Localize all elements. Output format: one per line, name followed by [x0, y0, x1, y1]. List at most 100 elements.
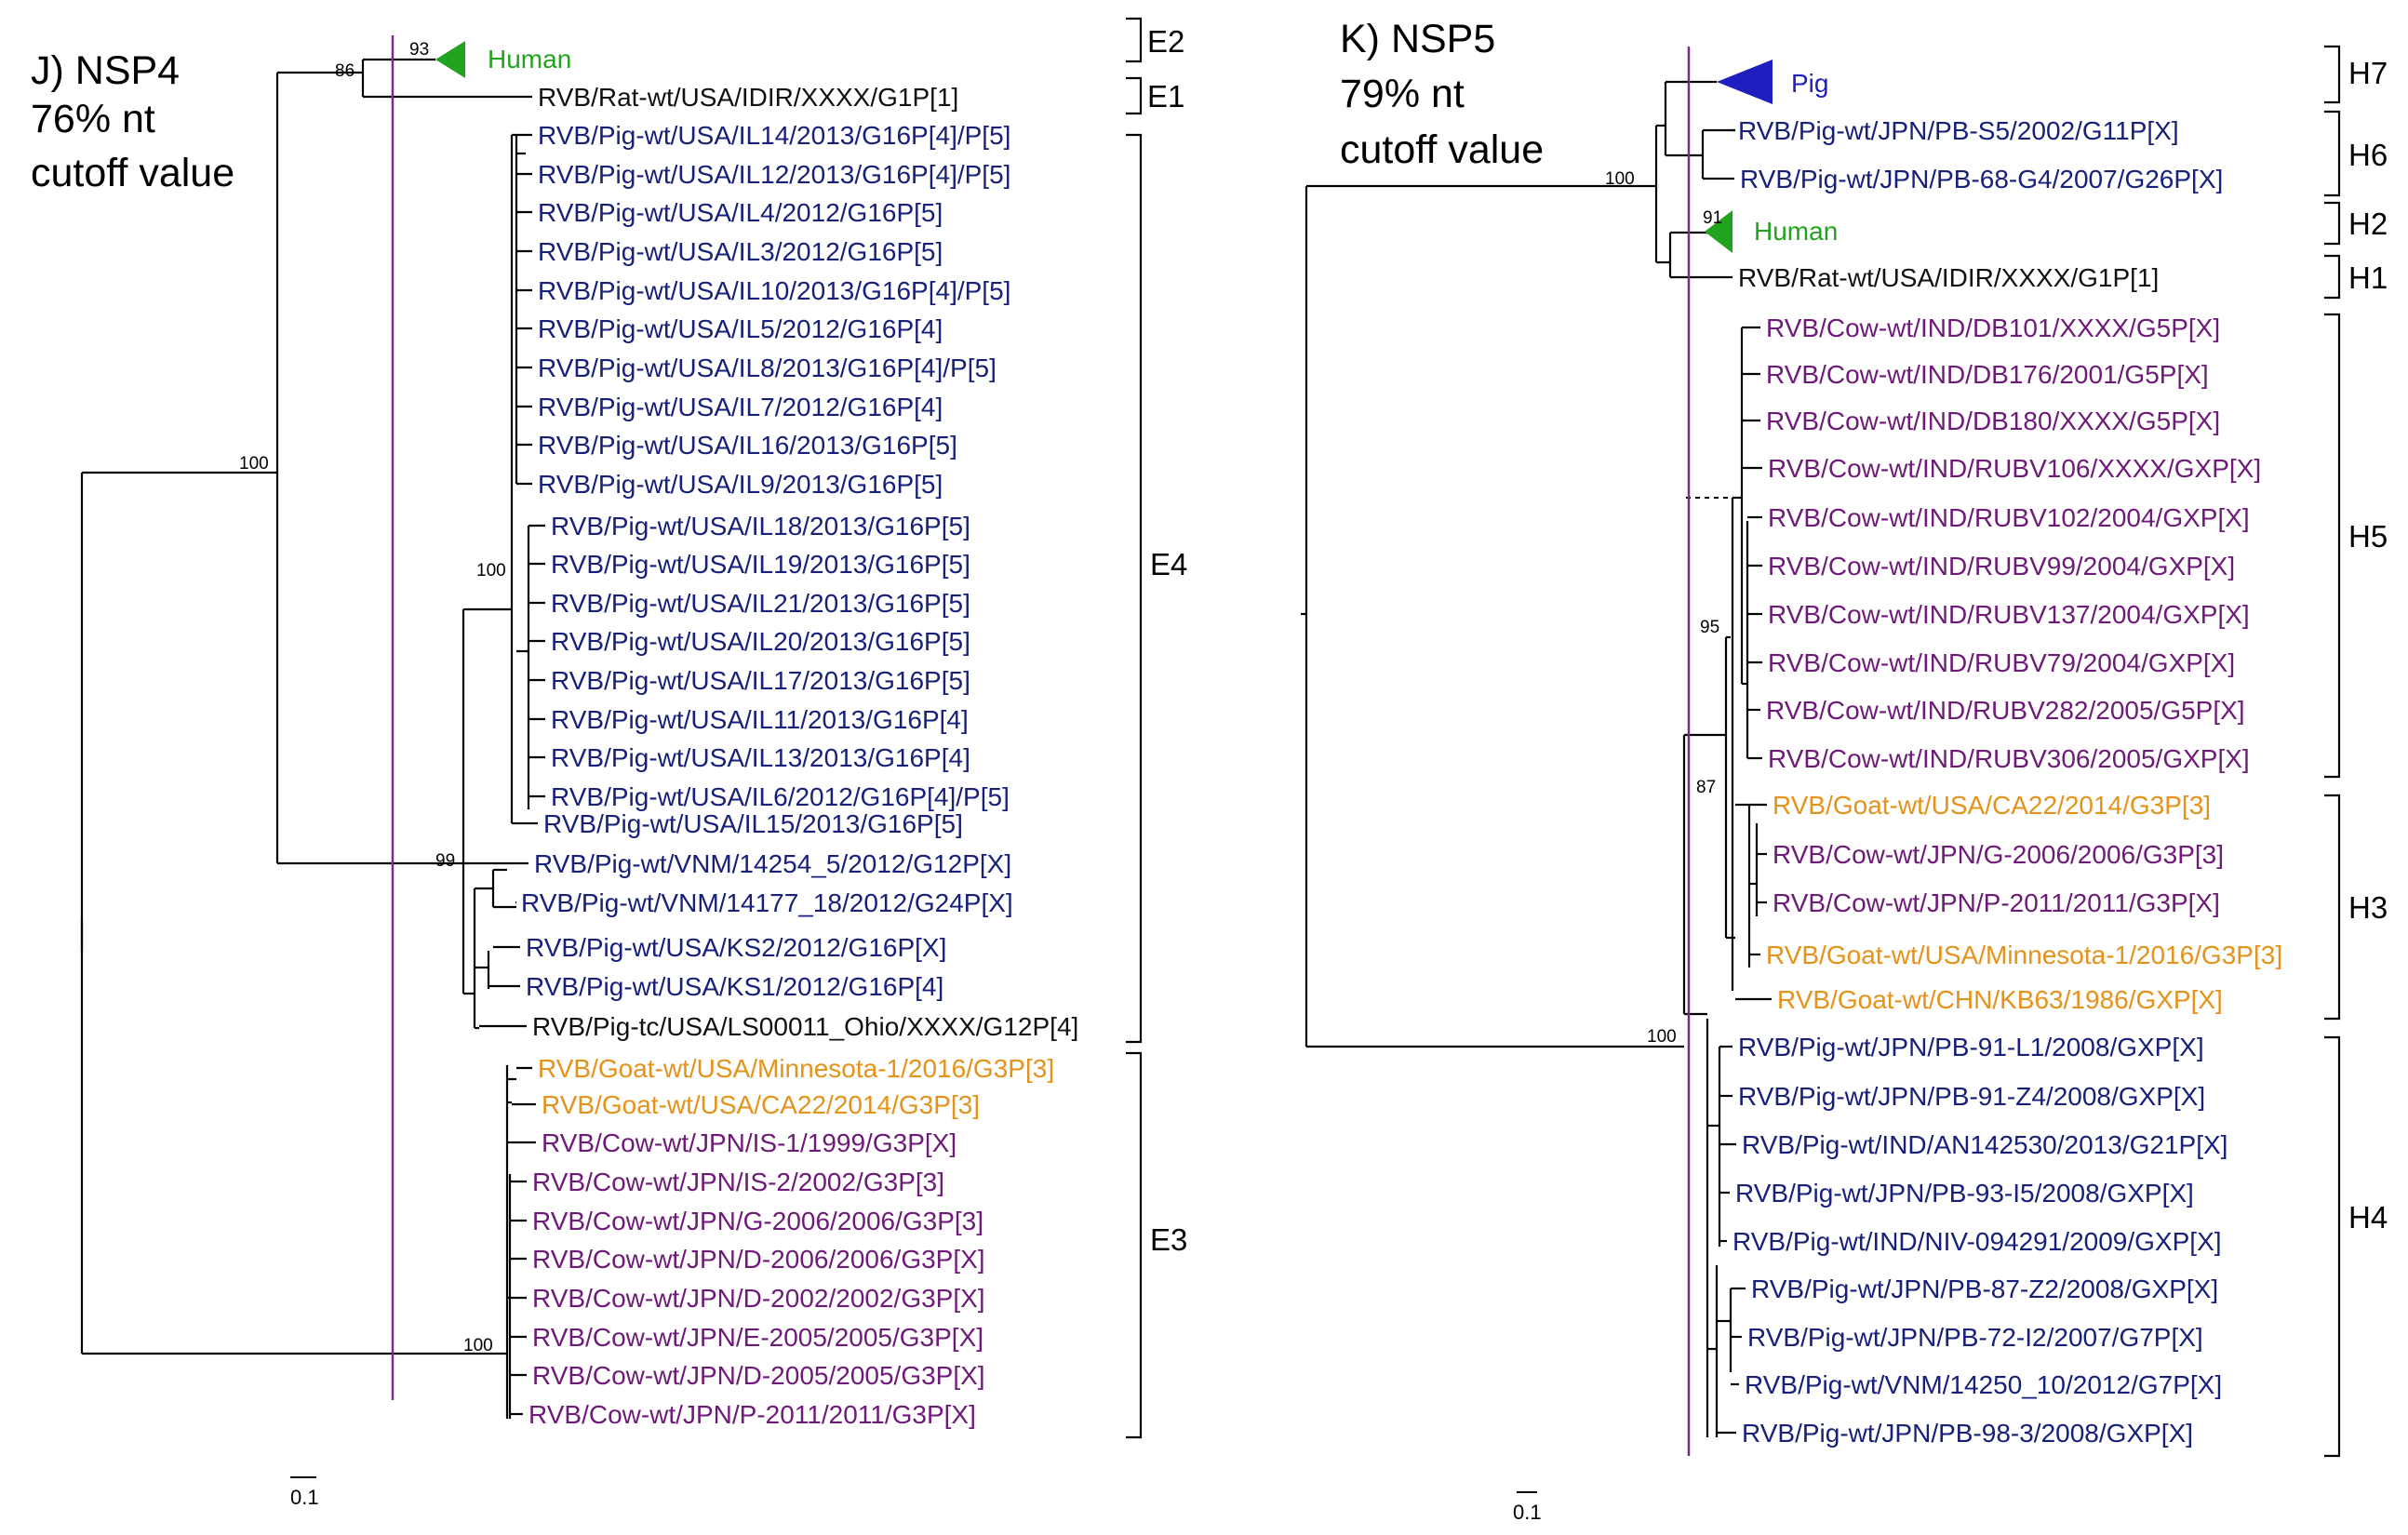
group-label: H2: [2348, 207, 2388, 241]
leaf-label: RVB/Pig-wt/VNM/14177_18/2012/G24P[X]: [521, 888, 1013, 917]
leaf-label: RVB/Cow-wt/JPN/D-2006/2006/G3P[X]: [532, 1245, 985, 1274]
panel-nsp4: J) NSP4 76% nt cutoff value: [31, 17, 1187, 1509]
leaf-label: RVB/Goat-wt/USA/CA22/2014/G3P[3]: [1773, 791, 2211, 820]
leaf-label: RVB/Pig-wt/USA/IL9/2013/G16P[5]: [538, 470, 943, 499]
leaf-label: RVB/Cow-wt/JPN/E-2005/2005/G3P[X]: [532, 1323, 983, 1352]
collapsed-clade-label: Human: [488, 45, 571, 73]
leaf-label: RVB/Cow-wt/JPN/P-2011/2011/G3P[X]: [1773, 888, 2220, 917]
bootstrap-value: 100: [476, 561, 506, 581]
leaf-label: RVB/Pig-wt/USA/IL18/2013/G16P[5]: [551, 512, 970, 541]
panel-title-line: cutoff value: [31, 151, 234, 195]
bootstrap-value: 91: [1703, 208, 1722, 228]
collapsed-clade-label: Human: [1754, 217, 1838, 246]
group-label: H6: [2348, 138, 2388, 172]
leaf-label: RVB/Goat-wt/USA/CA22/2014/G3P[3]: [542, 1090, 980, 1119]
leaf-label: RVB/Pig-wt/USA/KS2/2012/G16P[X]: [526, 933, 946, 962]
leaf-label: RVB/Pig-wt/USA/IL6/2012/G16P[4]/P[5]: [551, 782, 1010, 811]
bootstrap-value: 100: [1605, 169, 1635, 189]
bootstrap-value: 95: [1700, 618, 1719, 637]
leaf-label: RVB/Pig-wt/USA/KS1/2012/G16P[4]: [526, 972, 943, 1001]
leaf-label: RVB/Cow-wt/IND/DB101/XXXX/G5P[X]: [1766, 314, 2220, 342]
leaf-label: RVB/Cow-wt/IND/RUBV137/2004/GXP[X]: [1768, 600, 2250, 629]
leaf-label: RVB/Pig-wt/USA/IL4/2012/G16P[5]: [538, 198, 943, 227]
nsp4-leaf-branches: [463, 95, 545, 1416]
panel-title-line: J) NSP4: [31, 48, 180, 93]
leaf-label: RVB/Pig-wt/USA/IL17/2013/G16P[5]: [551, 666, 970, 695]
leaf-label: RVB/Pig-wt/USA/IL19/2013/G16P[5]: [551, 550, 970, 579]
leaf-label: RVB/Pig-wt/JPN/PB-98-3/2008/GXP[X]: [1742, 1419, 2193, 1448]
leaf-label: RVB/Pig-wt/USA/IL11/2013/G16P[4]: [551, 705, 969, 734]
leaf-label: RVB/Cow-wt/JPN/G-2006/2006/G3P[3]: [532, 1207, 983, 1235]
group-label: E4: [1150, 547, 1187, 581]
collapsed-clade-label: Pig: [1791, 69, 1828, 98]
leaf-label: RVB/Pig-wt/USA/IL7/2012/G16P[4]: [538, 393, 943, 421]
leaf-label: RVB/Rat-wt/USA/IDIR/XXXX/G1P[1]: [1738, 263, 2159, 292]
group-label: E3: [1150, 1222, 1187, 1257]
nsp4-leaf-labels: RVB/Rat-wt/USA/IDIR/XXXX/G1P[1] RVB/Pig-w…: [521, 83, 1078, 1429]
scale-bar-label: 0.1: [290, 1486, 319, 1509]
leaf-label: RVB/Pig-wt/USA/IL20/2013/G16P[5]: [551, 627, 970, 656]
leaf-label: RVB/Pig-wt/USA/IL3/2012/G16P[5]: [538, 237, 943, 266]
panel-title-line: 76% nt: [31, 97, 155, 141]
leaf-label: RVB/Goat-wt/USA/Minnesota-1/2016/G3P[3]: [538, 1054, 1054, 1083]
bootstrap-value: 87: [1696, 778, 1716, 797]
bootstrap-value: 86: [335, 61, 355, 81]
leaf-label: RVB/Pig-wt/IND/NIV-094291/2009/GXP[X]: [1732, 1227, 2222, 1256]
group-label: H1: [2348, 260, 2388, 295]
leaf-label: RVB/Goat-wt/CHN/KB63/1986/GXP[X]: [1777, 985, 2223, 1014]
leaf-label: RVB/Pig-wt/IND/AN142530/2013/G21P[X]: [1742, 1130, 2227, 1159]
bootstrap-value: 100: [463, 1336, 493, 1355]
collapsed-clade-triangle: [1717, 60, 1773, 104]
bootstrap-value: 100: [1647, 1027, 1677, 1047]
collapsed-clade-triangle: [435, 41, 465, 78]
leaf-label: RVB/Cow-wt/JPN/G-2006/2006/G3P[3]: [1773, 840, 2224, 869]
nsp4-tree-branches: [80, 58, 530, 1419]
leaf-label: RVB/Pig-wt/VNM/14254_5/2012/G12P[X]: [534, 849, 1011, 878]
leaf-label: RVB/Cow-wt/IND/RUBV106/XXXX/GXP[X]: [1768, 454, 2261, 483]
panel-title-line: cutoff value: [1340, 127, 1544, 172]
leaf-label: RVB/Cow-wt/JPN/D-2005/2005/G3P[X]: [532, 1361, 985, 1390]
bootstrap-value: 93: [409, 40, 429, 60]
leaf-label: RVB/Rat-wt/USA/IDIR/XXXX/G1P[1]: [538, 83, 958, 112]
leaf-label: RVB/Pig-wt/USA/IL10/2013/G16P[4]/P[5]: [538, 276, 1010, 305]
group-label: H5: [2348, 519, 2388, 554]
bootstrap-value: 99: [435, 851, 455, 871]
leaf-label: RVB/Pig-wt/USA/IL12/2013/G16P[4]/P[5]: [538, 160, 1010, 189]
panel-title-line: K) NSP5: [1340, 17, 1495, 61]
group-label: H4: [2348, 1200, 2388, 1235]
group-label: H7: [2348, 56, 2388, 90]
group-label: H3: [2348, 890, 2388, 925]
leaf-label: RVB/Pig-wt/JPN/PB-72-I2/2007/G7P[X]: [1747, 1323, 2203, 1352]
collapsed-clade-triangle: [1705, 210, 1732, 253]
leaf-label: RVB/Pig-wt/JPN/PB-91-Z4/2008/GXP[X]: [1738, 1082, 2205, 1111]
leaf-label: RVB/Cow-wt/JPN/IS-1/1999/G3P[X]: [542, 1128, 957, 1157]
leaf-label: RVB/Cow-wt/JPN/P-2011/2011/G3P[X]: [528, 1400, 976, 1429]
leaf-label: RVB/Pig-wt/USA/IL14/2013/G16P[4]/P[5]: [538, 121, 1010, 150]
leaf-label: RVB/Cow-wt/IND/RUBV99/2004/GXP[X]: [1768, 552, 2235, 581]
leaf-label: RVB/Goat-wt/USA/Minnesota-1/2016/G3P[3]: [1766, 941, 2282, 969]
leaf-label: RVB/Pig-wt/JPN/PB-91-L1/2008/GXP[X]: [1738, 1033, 2204, 1061]
nsp5-leaf-branches: [1717, 128, 1772, 1435]
group-label: E1: [1147, 79, 1184, 113]
leaf-label: RVB/Pig-wt/JPN/PB-93-I5/2008/GXP[X]: [1735, 1179, 2194, 1208]
leaf-label: RVB/Cow-wt/IND/RUBV282/2005/G5P[X]: [1766, 696, 2245, 725]
panel-title-line: 79% nt: [1340, 72, 1465, 116]
leaf-label: RVB/Pig-wt/JPN/PB-87-Z2/2008/GXP[X]: [1751, 1275, 2218, 1303]
nsp5-leaf-labels: RVB/Pig-wt/JPN/PB-S5/2002/G11P[X] RVB/Pig…: [1732, 116, 2282, 1448]
leaf-label: RVB/Cow-wt/IND/RUBV102/2004/GXP[X]: [1768, 503, 2250, 532]
leaf-label: RVB/Cow-wt/IND/RUBV306/2005/GXP[X]: [1768, 744, 2250, 773]
leaf-label: RVB/Pig-wt/USA/IL8/2013/G16P[4]/P[5]: [538, 354, 997, 382]
leaf-label: RVB/Cow-wt/JPN/D-2002/2002/G3P[X]: [532, 1284, 985, 1313]
panel-nsp5: K) NSP5 79% nt cutoff value: [1301, 17, 2388, 1524]
leaf-label: RVB/Cow-wt/IND/DB176/2001/G5P[X]: [1766, 360, 2209, 389]
nsp5-tree-branches: [1301, 80, 1759, 1437]
group-label: E2: [1147, 24, 1184, 59]
leaf-label: RVB/Pig-wt/USA/IL5/2012/G16P[4]: [538, 314, 943, 343]
scale-bar-label: 0.1: [1513, 1501, 1542, 1524]
leaf-label: RVB/Cow-wt/IND/RUBV79/2004/GXP[X]: [1768, 648, 2235, 677]
nsp5-group-brackets: [2324, 45, 2341, 1458]
leaf-label: RVB/Cow-wt/JPN/IS-2/2002/G3P[3]: [532, 1168, 944, 1196]
leaf-label: RVB/Cow-wt/IND/DB180/XXXX/G5P[X]: [1766, 407, 2220, 435]
